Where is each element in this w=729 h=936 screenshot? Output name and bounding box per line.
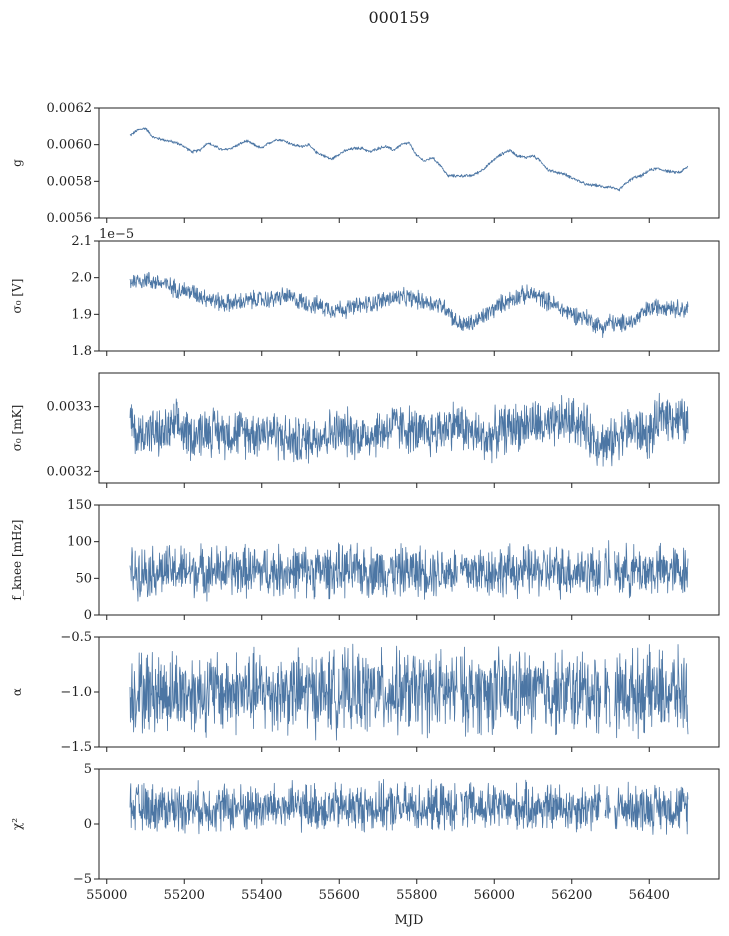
x-tick-label: 56200	[551, 888, 592, 903]
series-line-alpha	[129, 643, 689, 741]
y-axis-label-alpha: α	[10, 688, 24, 696]
y-tick-label: 0.0060	[47, 138, 93, 153]
figure-title: 000159	[368, 8, 429, 27]
y-offset-text: 1e−5	[99, 227, 134, 242]
panels: 0.0056 0.0058 0.0060 0.0062 g 1.8 1.9 2.0 2.1 σ₀ …	[10, 101, 720, 903]
axes-frame-sigma0-millikelvin	[98, 372, 720, 484]
x-tick-label: 55800	[396, 888, 437, 903]
y-tick-label: 2.1	[71, 234, 92, 249]
y-tick-label: 0.0033	[47, 400, 93, 415]
y-tick-label: 50	[75, 571, 92, 586]
y-tick-label: 0	[84, 608, 92, 623]
y-tick-label: 0	[84, 817, 92, 832]
y-axis-label-chi-squared: χ²	[10, 818, 24, 830]
axes-frame-knee-frequency	[98, 504, 720, 616]
y-tick-label: −5	[73, 872, 92, 887]
y-tick-label: 150	[67, 498, 92, 513]
y-tick-label: 1.8	[71, 344, 92, 359]
y-axis-label-knee-frequency: f_knee [mHz]	[10, 520, 24, 601]
y-tick-label: 0.0058	[47, 174, 93, 189]
series-line-sigma0-millikelvin	[129, 392, 689, 467]
y-tick-label: 1.9	[71, 307, 92, 322]
x-tick-label: 56000	[474, 888, 515, 903]
y-axis-label-sigma0-millikelvin: σ₀ [mK]	[10, 405, 24, 452]
x-tick-label: 56400	[629, 888, 670, 903]
y-tick-label: 0.0056	[47, 211, 93, 226]
y-tick-label: −1.5	[60, 740, 92, 755]
series-line-knee-frequency	[129, 540, 689, 602]
y-tick-label: 100	[67, 535, 92, 550]
axes-frame-chi-squared	[98, 768, 720, 880]
y-axis-label-gain: g	[10, 159, 24, 167]
y-tick-label: −1.0	[60, 685, 92, 700]
x-tick-label: 55000	[86, 888, 127, 903]
axes-frame-gain	[98, 107, 720, 219]
series-line-chi-squared	[129, 778, 689, 835]
y-tick-label: −0.5	[60, 630, 92, 645]
series-line-gain	[129, 127, 689, 192]
y-tick-label: 2.0	[71, 271, 92, 286]
x-axis-label: MJD	[395, 913, 424, 928]
series-line-sigma0-volts	[129, 271, 689, 338]
y-tick-label: 5	[84, 762, 92, 777]
axes-frame-sigma0-volts	[98, 240, 720, 352]
x-tick-label: 55400	[241, 888, 282, 903]
y-axis-label-sigma0-volts: σ₀ [V]	[10, 279, 24, 314]
x-tick-label: 55200	[164, 888, 205, 903]
x-tick-label: 55600	[319, 888, 360, 903]
y-tick-label: 0.0062	[47, 101, 93, 116]
y-tick-label: 0.0032	[47, 464, 93, 479]
